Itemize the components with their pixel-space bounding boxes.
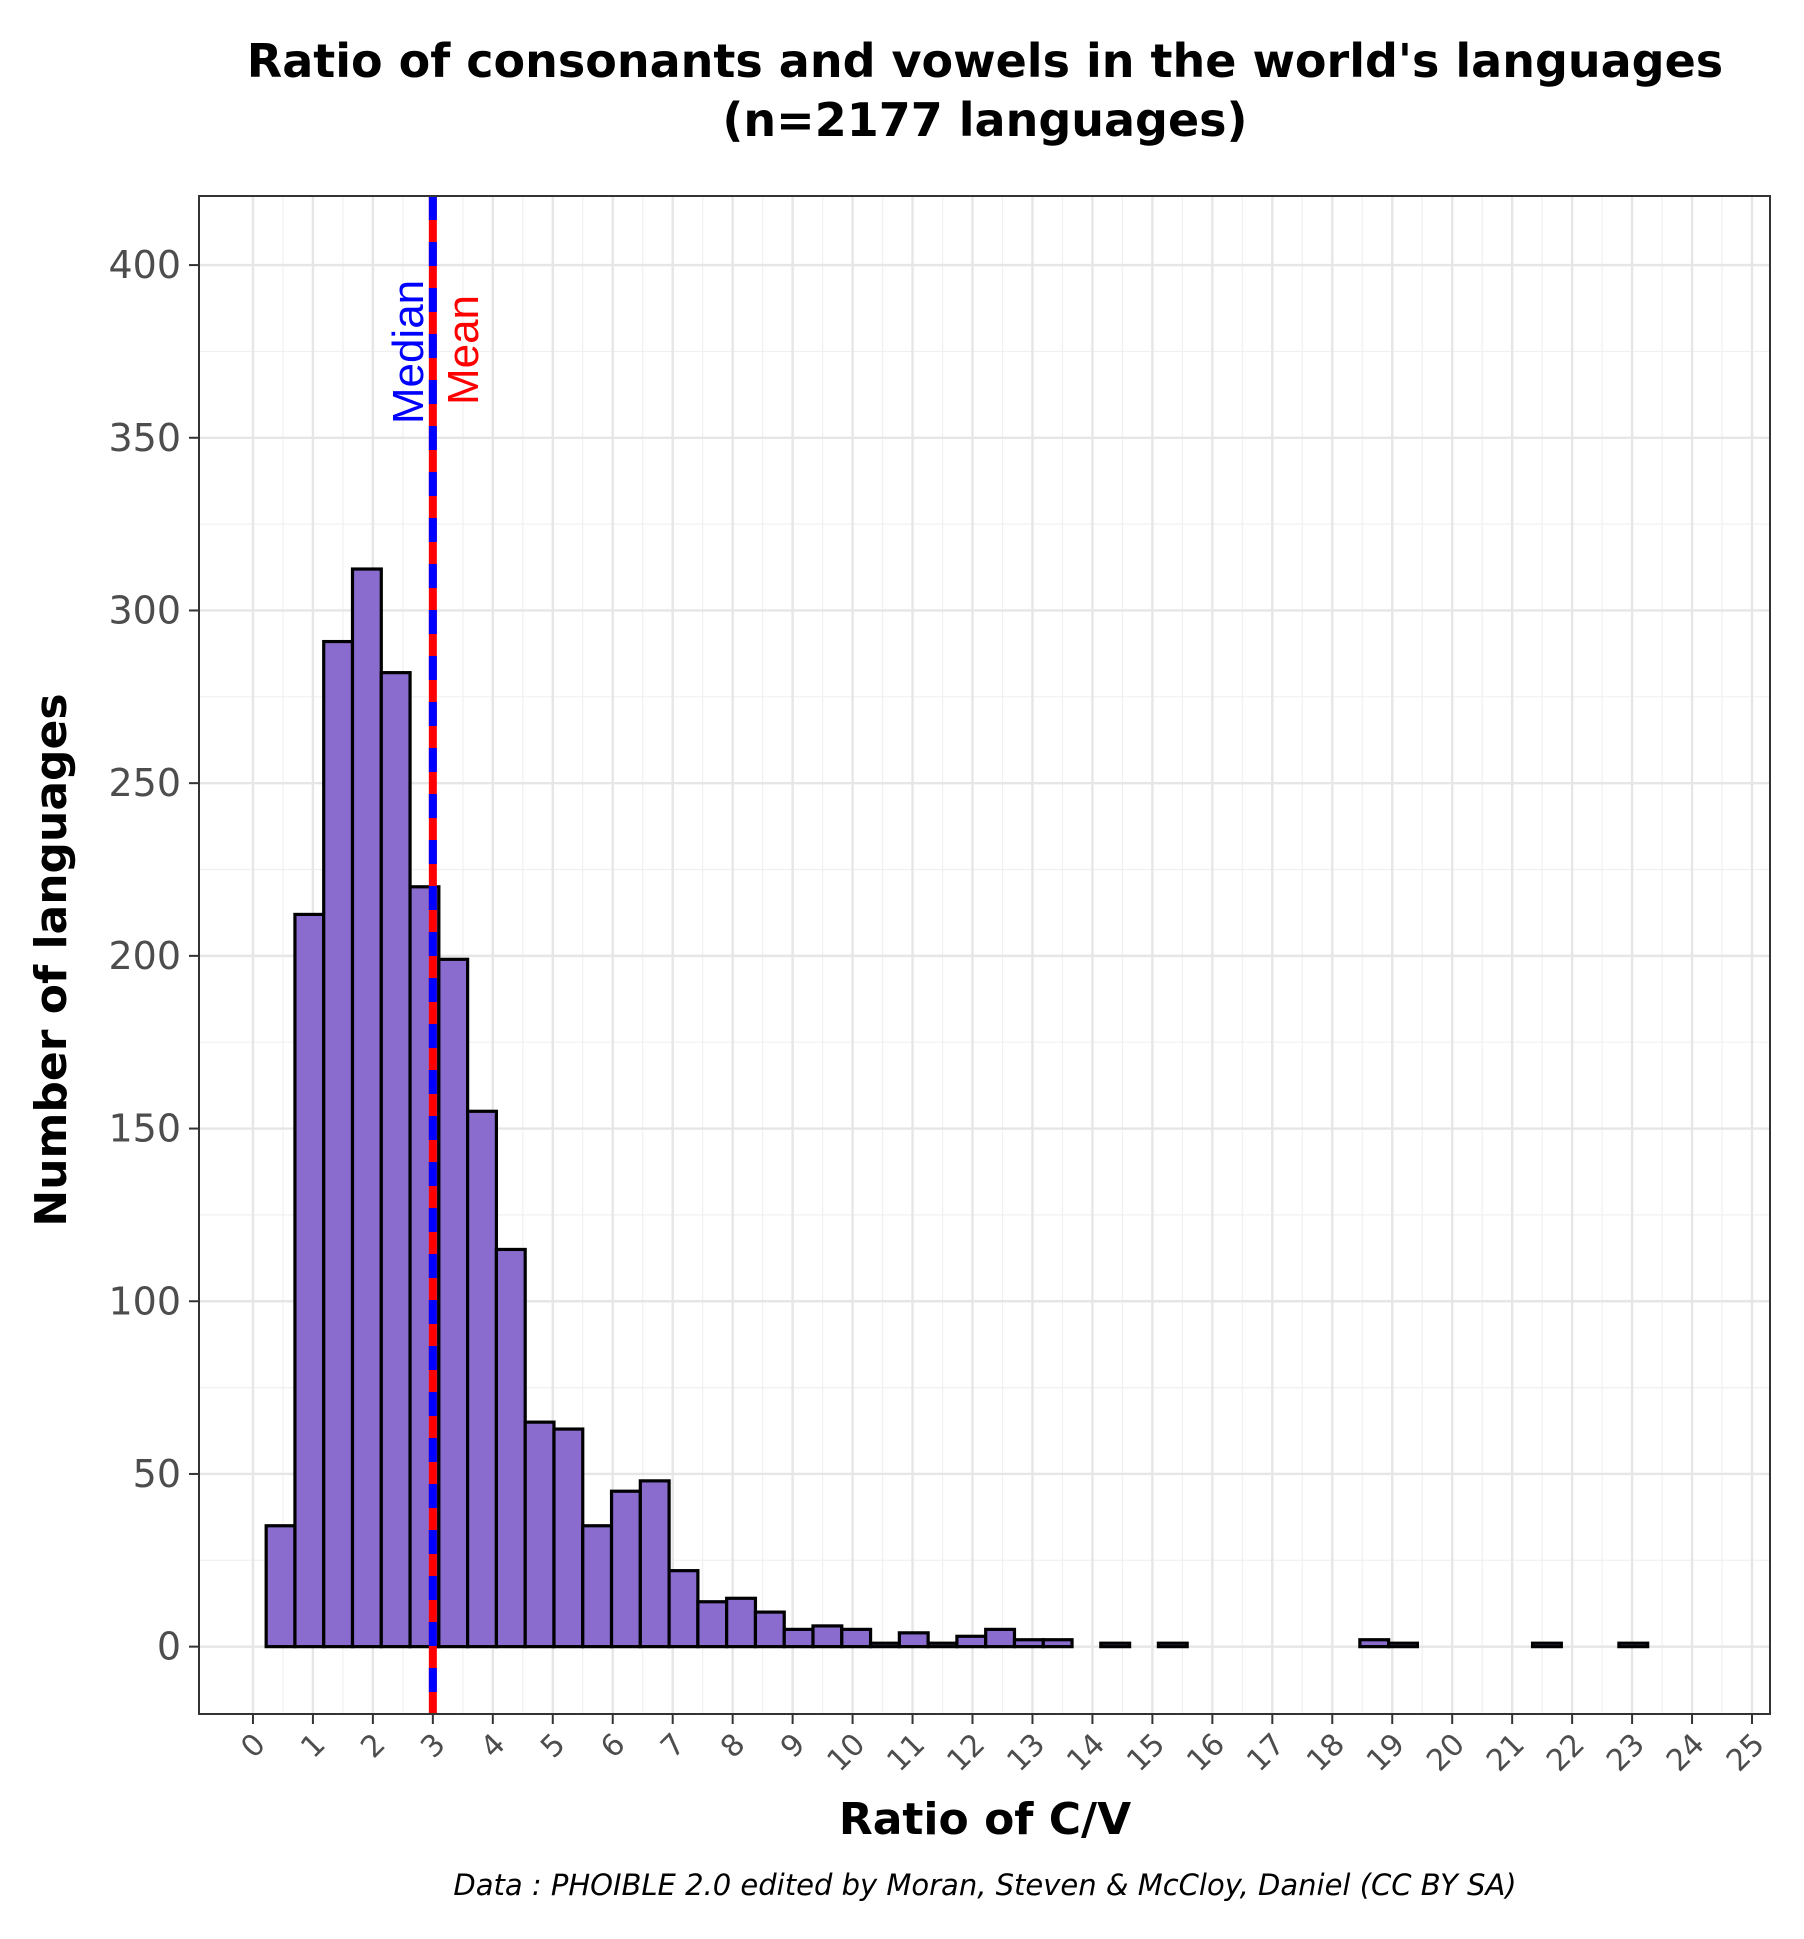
y-tick-label: 200 bbox=[108, 934, 181, 978]
x-tick-label: 4 bbox=[474, 1727, 512, 1765]
median-label: Median bbox=[384, 280, 433, 424]
y-tick-label: 300 bbox=[108, 588, 181, 632]
histogram-bar bbox=[955, 1634, 988, 1649]
y-tick-label: 400 bbox=[108, 243, 181, 287]
histogram-bar bbox=[926, 1641, 959, 1649]
histogram-bar bbox=[1156, 1641, 1189, 1649]
histogram-bar bbox=[264, 1524, 297, 1649]
x-tick-label: 22 bbox=[1540, 1727, 1592, 1779]
histogram-bar bbox=[322, 639, 355, 1649]
histogram-bar bbox=[1358, 1638, 1391, 1649]
y-tick-label: 350 bbox=[108, 416, 181, 460]
histogram-bar bbox=[696, 1600, 729, 1649]
x-tick-label: 9 bbox=[774, 1727, 812, 1765]
x-tick-label: 25 bbox=[1720, 1727, 1772, 1779]
histogram-bar bbox=[1099, 1641, 1132, 1649]
histogram-bar bbox=[638, 1479, 671, 1649]
x-tick-label: 16 bbox=[1180, 1727, 1232, 1779]
y-tick-label: 150 bbox=[108, 1107, 181, 1151]
histogram-bar bbox=[840, 1627, 873, 1649]
x-tick-label: 10 bbox=[820, 1727, 872, 1779]
histogram-bar bbox=[667, 1569, 700, 1649]
histogram-bar bbox=[984, 1627, 1017, 1649]
caption: Data : PHOIBLE 2.0 edited by Moran, Stev… bbox=[453, 1868, 1516, 1902]
histogram-bar bbox=[811, 1624, 844, 1649]
histogram-bar bbox=[1387, 1641, 1420, 1649]
mean-label: Mean bbox=[439, 295, 488, 405]
x-tick-label: 5 bbox=[534, 1727, 572, 1765]
x-tick-label: 23 bbox=[1600, 1727, 1652, 1779]
histogram-bar bbox=[350, 567, 383, 1649]
x-tick-label: 8 bbox=[714, 1727, 752, 1765]
histogram-bar bbox=[725, 1596, 758, 1649]
reference-lines: Median Mean bbox=[384, 196, 488, 1714]
histogram-bar bbox=[1012, 1638, 1045, 1649]
histogram-bar bbox=[379, 671, 412, 1649]
y-tick-label: 250 bbox=[108, 761, 181, 805]
histogram-bar bbox=[782, 1627, 815, 1649]
x-tick-label: 17 bbox=[1240, 1727, 1292, 1779]
x-tick-label: 6 bbox=[594, 1727, 632, 1765]
histogram-bar bbox=[868, 1641, 901, 1649]
histogram-bar bbox=[552, 1427, 585, 1649]
histogram-bar bbox=[897, 1631, 930, 1649]
histogram-bar bbox=[466, 1109, 499, 1649]
y-tick-label: 50 bbox=[133, 1452, 181, 1496]
histogram-bar bbox=[753, 1610, 786, 1649]
x-tick-label: 15 bbox=[1120, 1727, 1172, 1779]
x-tick-label: 13 bbox=[1000, 1727, 1052, 1779]
x-tick-label: 2 bbox=[354, 1727, 392, 1765]
histogram-bar bbox=[609, 1489, 642, 1649]
chart-title-line2: (n=2177 languages) bbox=[722, 93, 1247, 147]
x-tick-label: 18 bbox=[1300, 1727, 1352, 1779]
histogram-bar bbox=[523, 1420, 556, 1649]
x-axis: 0 1 2 3 4 5 6 7 8 9 10 11 12 13 14 15 16 17 18 19 20 21 22 23 24… bbox=[234, 1714, 1772, 1779]
histogram-bar bbox=[1041, 1638, 1074, 1649]
chart-title-line1: Ratio of consonants and vowels in the wo… bbox=[247, 34, 1723, 88]
x-tick-label: 14 bbox=[1060, 1727, 1112, 1779]
y-tick-label: 0 bbox=[157, 1625, 181, 1669]
histogram-bar bbox=[581, 1524, 614, 1649]
y-tick-label: 100 bbox=[108, 1279, 181, 1323]
x-tick-label: 0 bbox=[234, 1727, 272, 1765]
histogram-bar bbox=[293, 912, 326, 1649]
histogram-bar bbox=[494, 1247, 527, 1649]
x-tick-label: 1 bbox=[294, 1727, 332, 1765]
x-tick-label: 12 bbox=[940, 1727, 992, 1779]
x-tick-label: 3 bbox=[414, 1727, 452, 1765]
x-tick-label: 19 bbox=[1360, 1727, 1412, 1779]
y-axis: 0 50 100 150 200 250 300 350 400 bbox=[108, 243, 199, 1669]
x-tick-label: 20 bbox=[1420, 1727, 1472, 1779]
x-tick-label: 24 bbox=[1660, 1727, 1712, 1779]
histogram-bar bbox=[437, 957, 470, 1649]
x-axis-title: Ratio of C/V bbox=[839, 1794, 1131, 1845]
histogram-bar bbox=[1617, 1641, 1650, 1649]
x-tick-label: 21 bbox=[1480, 1727, 1532, 1779]
x-tick-label: 7 bbox=[654, 1727, 692, 1765]
y-axis-title: Number of languages bbox=[26, 693, 77, 1226]
x-tick-label: 11 bbox=[880, 1727, 932, 1779]
histogram-bar bbox=[1530, 1641, 1563, 1649]
